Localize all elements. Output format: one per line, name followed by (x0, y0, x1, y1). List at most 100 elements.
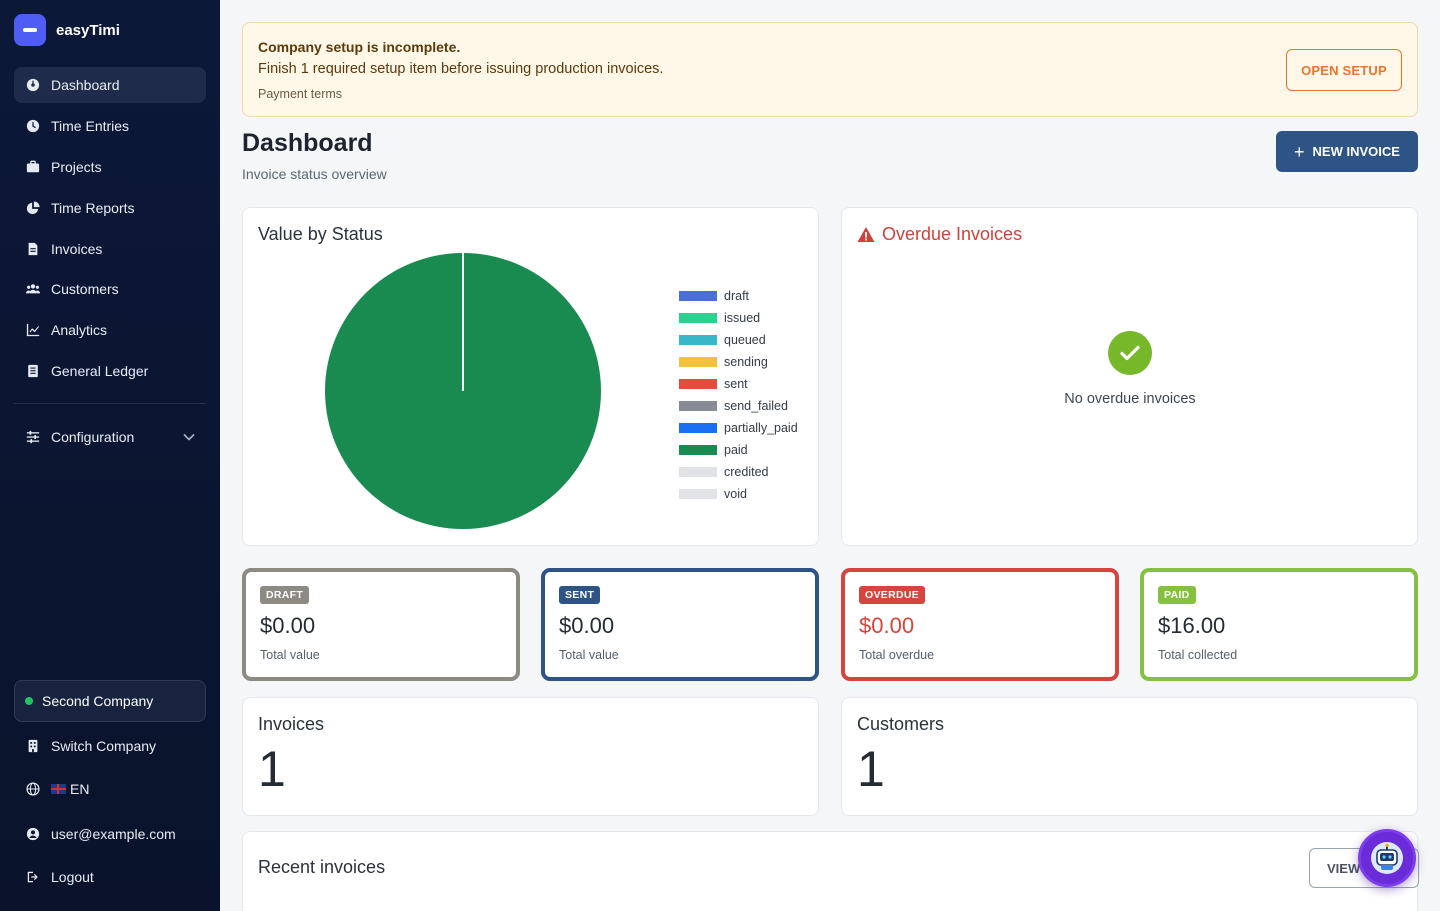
legend-swatch (679, 489, 717, 499)
legend-swatch (679, 445, 717, 455)
logout-icon (25, 870, 40, 885)
sidebar-item-configuration[interactable]: Configuration (14, 419, 206, 455)
status-badge: DRAFT (260, 586, 310, 604)
sidebar-divider (14, 403, 206, 404)
stat-card-paid[interactable]: PAID $16.00 Total collected (1140, 568, 1418, 681)
overdue-title: Overdue Invoices (857, 224, 1022, 245)
legend-item-issued[interactable]: issued (679, 307, 798, 329)
check-circle-icon (1108, 331, 1152, 375)
legend-item-queued[interactable]: queued (679, 329, 798, 351)
recent-invoices-title: Recent invoices (258, 857, 386, 877)
stat-label: Total value (260, 648, 320, 662)
file-icon (25, 241, 40, 256)
legend-item-paid[interactable]: paid (679, 439, 798, 461)
user-account[interactable]: user@example.com (14, 816, 206, 852)
dashboard-icon (25, 78, 40, 93)
chevron-down-icon[interactable] (182, 430, 196, 444)
sidebar-item-label: Time Reports (51, 199, 135, 216)
users-icon (25, 282, 40, 297)
brand[interactable]: easyTimi (14, 14, 120, 46)
new-invoice-button[interactable]: + NEW INVOICE (1276, 131, 1418, 172)
clock-icon (25, 118, 40, 133)
assistant-chat-button[interactable] (1358, 829, 1416, 887)
recent-invoices-card: Recent invoices VIEW (242, 831, 1419, 911)
robot-icon (1371, 842, 1403, 874)
sidebar-item-analytics[interactable]: Analytics (14, 312, 206, 348)
sidebar-nav: Dashboard Time Entries Projects Time Rep… (14, 67, 206, 394)
sidebar-item-label: Configuration (51, 429, 135, 445)
sidebar: easyTimi Dashboard Time Entries Projects… (0, 0, 220, 911)
page-subtitle: Invoice status overview (242, 166, 387, 182)
switch-company-button[interactable]: Switch Company (14, 728, 206, 764)
legend-item-sending[interactable]: sending (679, 351, 798, 373)
legend-item-partially-paid[interactable]: partially_paid (679, 417, 798, 439)
sidebar-item-label: Dashboard (51, 77, 120, 93)
stat-label: Total collected (1158, 648, 1238, 662)
customers-count-label: Customers (857, 714, 945, 734)
legend-swatch (679, 357, 717, 367)
page-title: Dashboard (242, 129, 373, 157)
customers-count-value: 1 (857, 741, 885, 797)
chart-title: Value by Status (258, 224, 383, 244)
legend-swatch (679, 423, 717, 433)
legend-label: sent (724, 377, 748, 391)
legend-label: void (724, 487, 747, 501)
sidebar-item-customers[interactable]: Customers (14, 271, 206, 307)
stat-value: $0.00 (859, 613, 915, 638)
logout-button[interactable]: Logout (14, 859, 206, 895)
app-logo (14, 14, 46, 46)
legend-swatch (679, 401, 717, 411)
legend-item-draft[interactable]: draft (679, 285, 798, 307)
sidebar-item-dashboard[interactable]: Dashboard (14, 67, 206, 103)
sidebar-item-time-reports[interactable]: Time Reports (14, 190, 206, 226)
legend-swatch (679, 467, 717, 477)
stat-card-overdue[interactable]: OVERDUE $0.00 Total overdue (841, 568, 1119, 681)
banner-missing-item: Payment terms (258, 87, 343, 101)
legend-item-send-failed[interactable]: send_failed (679, 395, 798, 417)
legend-item-sent[interactable]: sent (679, 373, 798, 395)
legend-label: credited (724, 465, 769, 479)
sidebar-item-projects[interactable]: Projects (14, 149, 206, 185)
invoices-count-value: 1 (258, 741, 286, 797)
value-by-status-card: Value by Status draft issued queued sending… (242, 207, 819, 546)
legend-label: partially_paid (724, 421, 798, 435)
globe-icon (25, 782, 40, 797)
sidebar-item-time-entries[interactable]: Time Entries (14, 108, 206, 144)
open-setup-button[interactable]: OPEN SETUP (1286, 49, 1402, 91)
legend-item-void[interactable]: void (679, 483, 798, 505)
new-invoice-label: NEW INVOICE (1312, 144, 1400, 159)
sidebar-item-label: Customers (51, 281, 119, 298)
current-company[interactable]: Second Company (14, 680, 206, 722)
legend-swatch (679, 379, 717, 389)
sidebar-item-general-ledger[interactable]: General Ledger (14, 353, 206, 389)
no-overdue-message: No overdue invoices (1064, 391, 1196, 407)
app-name: easyTimi (56, 21, 120, 39)
sidebar-item-label: Projects (51, 158, 102, 175)
legend-label: queued (724, 333, 766, 347)
banner-message: Finish 1 required setup item before issu… (258, 61, 664, 77)
legend-label: send_failed (724, 399, 788, 413)
overdue-title-label: Overdue Invoices (882, 224, 1023, 244)
status-pie-chart (325, 253, 601, 529)
stat-card-sent[interactable]: SENT $0.00 Total value (541, 568, 819, 681)
stat-value: $16.00 (1158, 613, 1226, 638)
status-badge: SENT (559, 586, 601, 604)
legend-label: draft (724, 289, 750, 303)
stat-card-draft[interactable]: DRAFT $0.00 Total value (242, 568, 520, 681)
logout-label: Logout (51, 869, 94, 885)
sidebar-item-invoices[interactable]: Invoices (14, 231, 206, 267)
language-selector[interactable]: EN (14, 771, 206, 807)
user-circle-icon (25, 827, 40, 842)
legend-item-credited[interactable]: credited (679, 461, 798, 483)
briefcase-icon (25, 159, 40, 174)
ledger-icon (25, 364, 40, 379)
legend-swatch (679, 313, 717, 323)
stat-value: $0.00 (260, 613, 316, 638)
legend-swatch (679, 291, 717, 301)
setup-incomplete-banner: Company setup is incomplete. Finish 1 re… (242, 22, 1418, 117)
status-badge: PAID (1158, 586, 1196, 604)
legend-label: sending (724, 355, 768, 369)
legend-label: paid (724, 443, 748, 457)
line-chart-icon (25, 323, 40, 338)
